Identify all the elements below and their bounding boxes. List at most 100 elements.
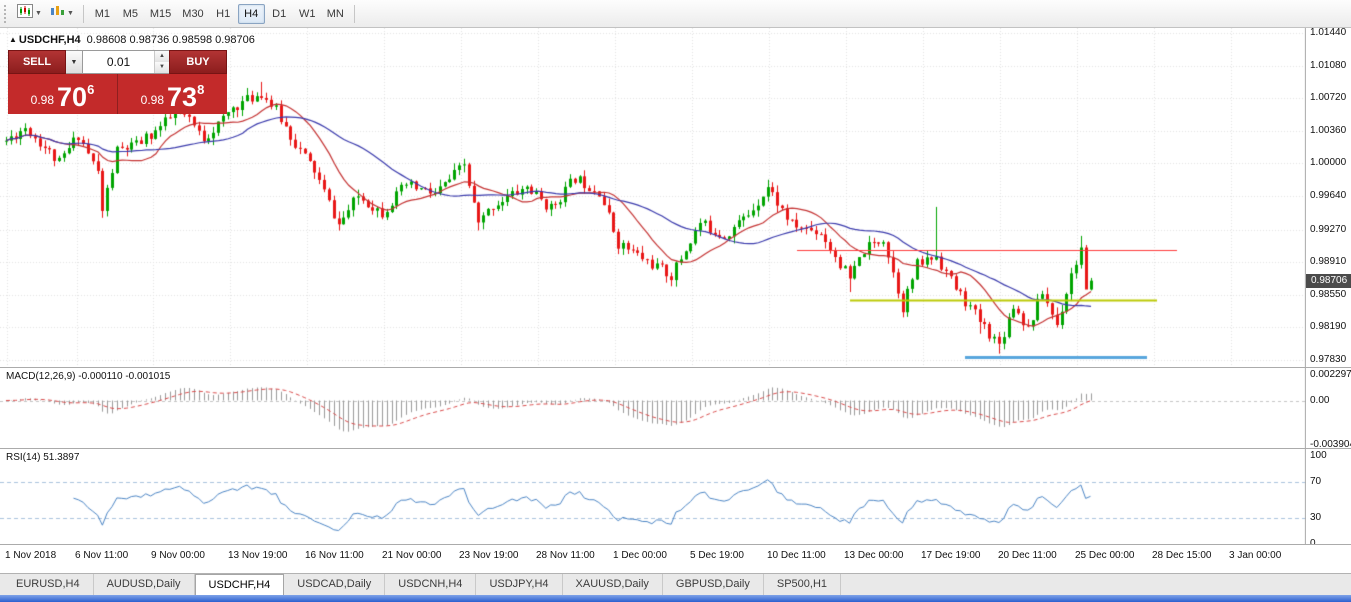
time-axis-label: 10 Dec 11:00 — [767, 550, 826, 561]
price-axis-label: 0.98910 — [1310, 256, 1347, 268]
buy-price-pip: 8 — [197, 82, 205, 97]
timeframe-button-m1[interactable]: M1 — [94, 7, 111, 20]
rsi-axis-label: 0 — [1310, 538, 1316, 549]
price-axis-label: 0.98550 — [1310, 288, 1347, 300]
price-chart-panel: ▲ USDCHF,H4 0.98608 0.98736 0.98598 0.9870… — [0, 27, 1351, 367]
buy-button[interactable]: BUY — [169, 50, 227, 74]
lot-decrease-button[interactable]: ▼ — [155, 62, 169, 73]
lot-size-control: ▲ ▼ — [83, 50, 169, 74]
chevron-down-icon: ▼ — [35, 10, 42, 17]
price-axis-label: 1.00720 — [1310, 92, 1347, 104]
lot-increase-button[interactable]: ▲ — [155, 51, 169, 62]
timeframe-button-m30[interactable]: M30 — [182, 7, 204, 20]
timeframe-button-mn[interactable]: MN — [326, 7, 344, 20]
time-axis-label: 1 Nov 2018 — [5, 550, 57, 561]
macd-label: MACD(12,26,9) -0.000110 -0.001015 — [6, 371, 171, 382]
tab-gbpusd-daily[interactable]: GBPUSD,Daily — [663, 574, 764, 595]
timeframe-buttons: M1 M5 M15 M30 H1 H4 D1 W1 MN — [89, 3, 349, 24]
time-axis-label: 13 Dec 00:00 — [844, 550, 904, 561]
toolbar-separator — [353, 4, 355, 23]
price-axis-label: 1.01440 — [1310, 27, 1347, 38]
time-axis-label: 23 Nov 19:00 — [459, 550, 519, 561]
taskbar-edge — [0, 595, 1351, 602]
time-axis-label: 6 Nov 11:00 — [75, 550, 129, 561]
chart-window-icon — [17, 4, 33, 23]
symbol-tabs: EURUSD,H4 AUDUSD,Daily USDCHF,H4 USDCAD,Dai… — [0, 573, 1351, 595]
price-axis-label: 1.00000 — [1310, 157, 1347, 169]
chart-type-button[interactable]: ▼ — [46, 3, 78, 25]
chart-ohlc: 0.98608 0.98736 0.98598 0.98706 — [86, 34, 255, 46]
time-axis-label: 3 Jan 00:00 — [1229, 550, 1282, 561]
rsi-axis-label: 100 — [1310, 450, 1327, 461]
time-axis-label: 21 Nov 00:00 — [382, 550, 442, 561]
chart-symbol: USDCHF,H4 — [18, 34, 81, 46]
macd-axis-label: 0.00 — [1310, 394, 1330, 406]
macd-axis-label: -0.003904 — [1310, 438, 1351, 450]
time-axis-label: 9 Nov 00:00 — [151, 550, 205, 561]
sell-price[interactable]: 0.98 70 6 — [8, 74, 118, 114]
macd-canvas[interactable] — [0, 368, 1306, 448]
tab-usdchf-h4[interactable]: USDCHF,H4 — [194, 574, 285, 595]
time-axis[interactable]: 1 Nov 2018 6 Nov 11:00 9 Nov 00:00 13 Nov 1… — [0, 544, 1351, 573]
buy-price-big-digits: 73 — [167, 82, 198, 112]
chart-shift-icon: ▲ — [9, 35, 17, 44]
price-axis-label: 0.99270 — [1310, 223, 1347, 235]
current-price-badge: 0.98706 — [1306, 273, 1351, 288]
chart-title: ▲ USDCHF,H4 0.98608 0.98736 0.98598 0.9870… — [9, 34, 255, 46]
tab-usdjpy-h4[interactable]: USDJPY,H4 — [476, 574, 563, 595]
macd-panel: MACD(12,26,9) -0.000110 -0.001015 0.0022… — [0, 368, 1351, 450]
tab-eurusd-h4[interactable]: EURUSD,H4 — [3, 574, 94, 595]
rsi-axis-label: 70 — [1310, 476, 1322, 488]
rsi-canvas[interactable] — [0, 449, 1306, 544]
time-axis-label: 20 Dec 11:00 — [998, 550, 1057, 561]
time-axis-label: 17 Dec 19:00 — [921, 550, 981, 561]
macd-axis-label: 0.002297 — [1310, 369, 1351, 380]
lot-size-input[interactable] — [83, 51, 154, 73]
lot-size-spinner: ▲ ▼ — [154, 51, 169, 73]
chevron-down-icon: ▼ — [70, 58, 78, 66]
time-axis-label: 5 Dec 19:00 — [690, 550, 744, 561]
tab-usdcad-daily[interactable]: USDCAD,Daily — [284, 574, 386, 595]
buy-price-prefix: 0.98 — [140, 93, 165, 107]
price-axis-label: 0.97830 — [1310, 354, 1347, 365]
timeframe-button-w1[interactable]: W1 — [298, 7, 316, 20]
time-axis-label: 1 Dec 00:00 — [613, 550, 667, 561]
timeframe-button-m15[interactable]: M15 — [149, 7, 172, 20]
panel-splitter[interactable] — [0, 448, 1351, 449]
time-axis-label: 28 Nov 11:00 — [536, 550, 595, 561]
timeframe-toolbar: ▼ ▼ M1 M5 M15 M30 H1 H4 D1 W1 MN — [0, 0, 1351, 28]
rsi-panel: RSI(14) 51.3897 100 70 30 0 — [0, 449, 1351, 549]
price-axis-label: 0.99640 — [1310, 190, 1347, 202]
time-axis-label: 25 Dec 00:00 — [1075, 550, 1135, 561]
rsi-label: RSI(14) 51.3897 — [6, 452, 80, 463]
tab-sp500-h1[interactable]: SP500,H1 — [764, 574, 842, 595]
sell-price-big-digits: 70 — [57, 82, 88, 112]
price-axis-label: 1.00360 — [1310, 124, 1347, 136]
time-axis-label: 16 Nov 11:00 — [305, 550, 364, 561]
timeframe-button-d1[interactable]: D1 — [272, 7, 287, 20]
timeframe-button-h1[interactable]: H1 — [216, 7, 231, 20]
price-axis-label: 1.01080 — [1310, 59, 1347, 71]
sell-price-pip: 6 — [87, 82, 95, 97]
price-axis-label: 0.98190 — [1310, 321, 1347, 333]
tab-usdcnh-h4[interactable]: USDCNH,H4 — [385, 574, 477, 595]
timeframe-button-m5[interactable]: M5 — [122, 7, 139, 20]
panel-splitter[interactable] — [0, 367, 1351, 368]
toolbar-separator — [82, 4, 84, 23]
tab-audusd-daily[interactable]: AUDUSD,Daily — [94, 574, 195, 595]
sell-button[interactable]: SELL — [8, 50, 66, 74]
chart-type-icon — [50, 4, 65, 23]
time-axis-label: 28 Dec 15:00 — [1152, 550, 1212, 561]
chevron-down-icon: ▼ — [66, 10, 74, 17]
tab-xauusd-daily[interactable]: XAUUSD,Daily — [563, 574, 663, 595]
toolbar-grip[interactable] — [4, 4, 8, 23]
sell-price-prefix: 0.98 — [30, 93, 55, 107]
timeframe-button-h4[interactable]: H4 — [237, 3, 265, 24]
time-axis-label: 13 Nov 19:00 — [228, 550, 288, 561]
order-type-dropdown[interactable]: ▼ — [66, 50, 83, 74]
rsi-axis-label: 30 — [1310, 511, 1322, 523]
new-chart-button[interactable]: ▼ — [13, 3, 46, 25]
buy-price[interactable]: 0.98 73 8 — [118, 74, 227, 114]
